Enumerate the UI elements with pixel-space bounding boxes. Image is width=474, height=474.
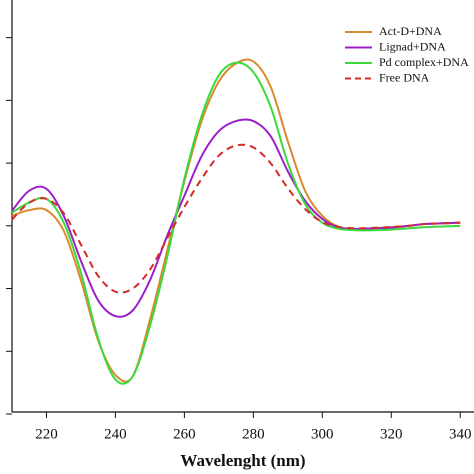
- x-axis-title: Wavelenght (nm): [180, 451, 305, 470]
- x-tick-label: 260: [173, 426, 196, 442]
- x-tick-label: 300: [311, 426, 334, 442]
- x-tick-label: 240: [104, 426, 127, 442]
- legend-label: Free DNA: [379, 70, 430, 84]
- legend-label: Act-D+DNA: [379, 24, 442, 38]
- legend-label: Lignad+DNA: [379, 39, 446, 53]
- data-line: [11, 143, 461, 294]
- data-line: [11, 118, 461, 318]
- legend-label: Pd complex+DNA: [379, 55, 469, 69]
- x-tick-label: 320: [380, 426, 403, 442]
- data-line: [11, 58, 461, 383]
- x-tick-label: 340: [449, 426, 472, 442]
- x-tick-label: 220: [35, 426, 58, 442]
- x-tick-label: 280: [242, 426, 265, 442]
- data-line: [11, 61, 461, 385]
